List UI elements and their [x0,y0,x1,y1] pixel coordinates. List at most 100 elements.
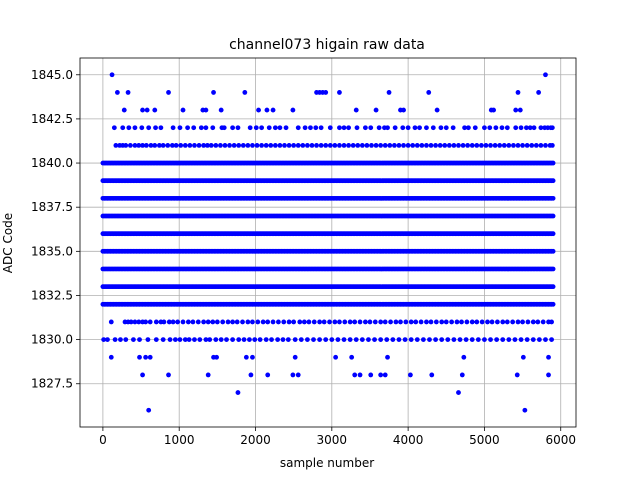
data-point [313,125,319,131]
data-point [337,319,342,325]
data-point [474,319,480,325]
data-point [311,337,316,343]
data-point [165,142,171,148]
data-point [493,125,499,131]
data-point [136,319,142,325]
data-point [152,107,158,113]
data-point [220,319,226,325]
data-point [132,142,138,148]
data-point [327,125,333,131]
data-point [240,319,245,325]
data-point [240,142,246,148]
data-point [203,125,209,131]
data-point [247,125,253,131]
data-point [549,319,554,325]
data-point [392,125,398,131]
data-point [437,142,443,148]
data-point [140,372,145,378]
data-point [127,142,133,148]
data-point [120,125,126,131]
data-point [265,319,271,325]
data-point [266,125,272,131]
data-point [137,354,142,360]
data-point [277,142,283,148]
data-point [125,90,131,95]
data-point [540,319,546,325]
data-point [364,142,370,148]
data-point [292,337,298,343]
data-point [242,90,248,95]
data-point [511,142,516,148]
data-point [341,125,347,131]
data-point [166,372,171,378]
data-point [424,319,429,325]
data-point [131,337,136,343]
data-point [515,319,521,325]
data-point [153,337,159,343]
data-point [449,319,455,325]
y-tick-label: 1832.5 [31,288,73,302]
data-point [527,125,533,131]
data-point [252,337,258,343]
data-point [298,337,304,343]
data-point [372,319,378,325]
data-point [214,319,220,325]
data-point [372,337,377,343]
data-point [520,354,526,360]
data-point [290,372,296,378]
data-point [132,319,138,325]
data-point [153,125,158,131]
data-point [462,125,467,131]
data-point [234,319,240,325]
data-point [109,72,115,78]
data-point [550,213,556,219]
data-point [337,142,342,148]
data-point [160,142,166,148]
data-point [291,142,297,148]
data-point [230,125,236,131]
data-point [236,142,242,148]
data-point [550,195,556,201]
data-point [304,337,310,343]
data-point [297,319,303,325]
data-point [408,372,413,378]
data-point [308,125,313,131]
data-point [518,125,524,131]
data-point [357,319,363,325]
data-point [263,337,269,343]
data-point [309,142,315,148]
data-point [529,142,535,148]
data-point [391,142,397,148]
data-point [317,319,323,325]
data-points [100,72,556,413]
data-point [546,372,551,378]
data-point [180,107,186,113]
data-point [424,142,429,148]
data-point [121,107,127,113]
data-point [405,142,411,148]
data-point [147,319,153,325]
data-point [408,319,414,325]
data-point [506,337,512,343]
data-point [311,319,317,325]
data-point [355,142,361,148]
data-point [126,125,132,131]
data-point [439,337,445,343]
x-tick-label: 2000 [240,433,271,447]
data-point [352,319,358,325]
data-point [530,319,536,325]
data-point [140,107,145,113]
data-point [464,319,470,325]
data-point [513,107,519,113]
data-point [248,372,254,378]
data-point [161,319,167,325]
data-point [146,125,152,131]
data-point [210,125,216,131]
data-point [295,372,301,378]
data-point [347,337,353,343]
data-point [385,125,390,131]
data-point [250,354,255,360]
data-point [412,125,418,131]
data-point [136,142,142,148]
